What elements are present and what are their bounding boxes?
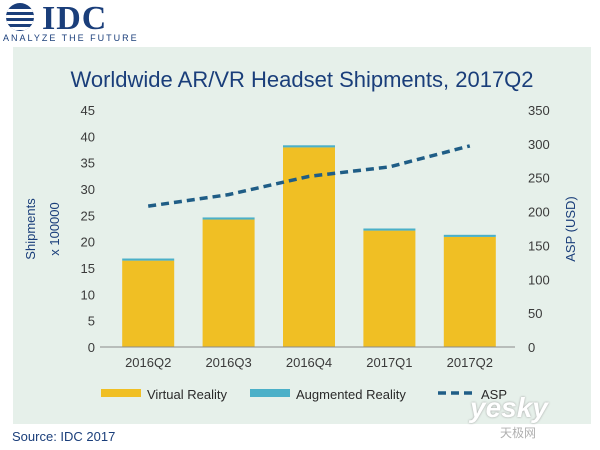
asp-line (147, 144, 471, 208)
y-tick-label: 40 (81, 129, 95, 144)
y2-tick-label: 0 (528, 340, 535, 355)
x-tick-label: 2016Q4 (286, 355, 332, 370)
bar-virtual-reality (122, 260, 175, 347)
chart-title: Worldwide AR/VR Headset Shipments, 2017Q… (70, 67, 533, 92)
y2-tick-label: 100 (528, 272, 550, 287)
y2-tick-label: 200 (528, 205, 550, 220)
legend-label-augmented-reality: Augmented Reality (296, 387, 406, 402)
legend-swatch-augmented-reality (250, 389, 290, 397)
y-tick-label: 5 (88, 314, 95, 329)
y2-axis-title: ASP (USD) (563, 196, 578, 262)
legend-label-virtual-reality: Virtual Reality (147, 387, 227, 402)
x-tick-label: 2017Q1 (366, 355, 412, 370)
y2-tick-label: 50 (528, 306, 542, 321)
watermark-sub: 天极网 (500, 426, 537, 440)
y-tick-label: 0 (88, 340, 95, 355)
y2-tick-label: 250 (528, 171, 550, 186)
idc-globe-icon (6, 3, 34, 31)
bar-augmented-reality (202, 217, 255, 220)
bar-augmented-reality (443, 234, 496, 237)
x-tick-label: 2017Q2 (447, 355, 493, 370)
y-axis-title-line2: x 100000 (47, 202, 62, 256)
y-tick-label: 10 (81, 287, 95, 302)
tagline: ANALYZE THE FUTURE (3, 33, 139, 43)
legend-swatch-virtual-reality (101, 389, 141, 397)
y-tick-label: 45 (81, 103, 95, 118)
y2-tick-label: 300 (528, 137, 550, 152)
logo-text: IDC (42, 0, 108, 37)
bar-augmented-reality (122, 258, 175, 261)
bar-augmented-reality (283, 145, 335, 148)
chart-panel: Worldwide AR/VR Headset Shipments, 2017Q… (13, 47, 591, 424)
x-tick-label: 2016Q2 (125, 355, 171, 370)
legend-label-asp: ASP (481, 387, 507, 402)
bar-augmented-reality (363, 228, 416, 231)
bar-virtual-reality (363, 230, 416, 347)
bar-virtual-reality (443, 236, 496, 347)
y2-tick-label: 150 (528, 238, 550, 253)
y-axis-title-line1: Shipments (23, 198, 38, 260)
watermark-logo: yesky (470, 392, 548, 423)
y-tick-label: 20 (81, 235, 95, 250)
y-tick-label: 15 (81, 261, 95, 276)
chart: Worldwide AR/VR Headset Shipments, 2017Q… (23, 67, 578, 402)
y-tick-label: 35 (81, 156, 95, 171)
y-tick-label: 30 (81, 182, 95, 197)
y2-tick-label: 350 (528, 103, 550, 118)
source-note: Source: IDC 2017 (12, 429, 116, 444)
x-tick-label: 2016Q3 (205, 355, 251, 370)
header: IDC ANALYZE THE FUTURE (0, 0, 600, 47)
bar-virtual-reality (202, 219, 255, 347)
y-tick-label: 25 (81, 208, 95, 223)
